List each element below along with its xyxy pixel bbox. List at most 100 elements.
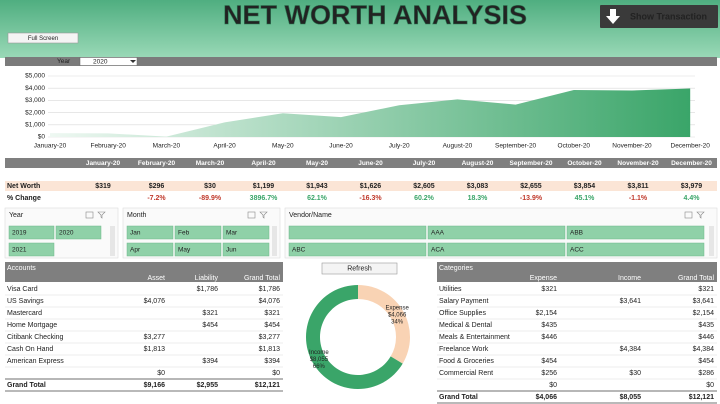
- x-tick-label: April-20: [213, 143, 236, 150]
- x-tick-label: January-20: [34, 143, 67, 150]
- slicer-scrollbar: [272, 226, 277, 256]
- slicer-item[interactable]: [222, 225, 270, 240]
- slicer-item[interactable]: [288, 225, 427, 240]
- categories-cell: $12,121: [689, 394, 714, 401]
- slicer-item-label: ABB: [570, 230, 583, 237]
- categories-column-header: Grand Total: [678, 275, 715, 282]
- accounts-cell: $321: [202, 310, 218, 317]
- month-header: February-20: [138, 160, 176, 167]
- refresh-button[interactable]: [321, 262, 398, 275]
- change-value: -89.9%: [199, 195, 222, 202]
- accounts-cell: $1,813: [259, 346, 281, 353]
- accounts-row-label: Visa Card: [7, 286, 38, 293]
- categories-row-label: Meals & Entertainment: [439, 334, 510, 341]
- categories-cell: $3,641: [620, 298, 642, 305]
- categories-cell: $30: [629, 370, 641, 377]
- accounts-row-label: Grand Total: [7, 382, 46, 389]
- x-tick-label: August-20: [443, 143, 473, 150]
- net-worth-label: Net Worth: [7, 183, 40, 190]
- slicer-item[interactable]: [222, 242, 270, 257]
- down-arrow-icon: [606, 9, 620, 24]
- net-worth-value: $3,811: [627, 183, 648, 190]
- donut-value: $8,055: [310, 357, 329, 363]
- categories-cell: $0: [549, 382, 557, 389]
- categories-cell: $321: [541, 286, 557, 293]
- categories-cell: $286: [698, 370, 714, 377]
- accounts-column-header: Grand Total: [244, 275, 281, 282]
- slicer-item[interactable]: [126, 225, 174, 240]
- slicer-item-label: May: [178, 247, 191, 254]
- full-screen-button[interactable]: [7, 32, 79, 44]
- slicer-item[interactable]: [566, 242, 705, 257]
- slicer-item[interactable]: [8, 225, 55, 240]
- slicer-item[interactable]: [566, 225, 705, 240]
- categories-cell: $446: [698, 334, 714, 341]
- slicer-item[interactable]: [55, 225, 102, 240]
- change-value: 45.1%: [575, 195, 596, 202]
- accounts-row-label: Mastercard: [7, 310, 42, 317]
- year-dropdown[interactable]: [79, 57, 138, 66]
- slicer-item[interactable]: [126, 242, 174, 257]
- accounts-cell: $1,786: [259, 286, 281, 293]
- change-value: 62.1%: [307, 195, 328, 202]
- slicer-item-label: Feb: [178, 230, 190, 237]
- x-tick-label: July-20: [389, 143, 410, 150]
- slicer-item[interactable]: [427, 225, 566, 240]
- show-transaction-button[interactable]: [600, 5, 718, 28]
- categories-cell: $3,641: [693, 298, 715, 305]
- slicer-item[interactable]: [288, 242, 427, 257]
- categories-header: [437, 262, 717, 282]
- categories-cell: $256: [541, 370, 557, 377]
- slicer-item[interactable]: [8, 242, 55, 257]
- page-title: NET WORTH ANALYSIS: [223, 0, 527, 30]
- accounts-row-label: American Express: [7, 358, 64, 365]
- x-tick-label: December-20: [671, 143, 711, 150]
- slicer-item[interactable]: [427, 242, 566, 257]
- categories-cell: $435: [541, 322, 557, 329]
- accounts-row-label: Home Mortgage: [7, 322, 57, 329]
- accounts-cell: $394: [202, 358, 218, 365]
- slicer-item-label: ACC: [570, 247, 584, 254]
- filter-strip: [5, 57, 717, 66]
- accounts-column-header: Asset: [147, 275, 165, 282]
- change-value: 60.2%: [414, 195, 435, 202]
- slicer-item[interactable]: [174, 242, 222, 257]
- x-tick-label: November-20: [612, 143, 652, 150]
- change-value: -1.1%: [629, 195, 648, 202]
- categories-cell: $8,055: [620, 394, 642, 401]
- y-tick-label: $4,000: [25, 85, 45, 92]
- categories-row-label: Office Supplies: [439, 310, 486, 317]
- slicer-item-label: Mar: [226, 230, 238, 237]
- slicer-title: Vendor/Name: [289, 212, 332, 219]
- accounts-column-header: Liability: [195, 275, 219, 282]
- filter-icon: [247, 211, 256, 219]
- change-value: 4.4%: [684, 195, 701, 202]
- slicer-item[interactable]: [174, 225, 222, 240]
- x-tick-label: September-20: [495, 143, 537, 150]
- dropdown-arrow: [130, 60, 136, 63]
- net-worth-value: $3,854: [574, 183, 596, 190]
- month-header: September-20: [510, 160, 553, 167]
- change-value: 3896.7%: [250, 195, 278, 202]
- accounts-cell: $1,813: [144, 346, 166, 353]
- y-tick-label: $3,000: [25, 97, 45, 104]
- categories-cell: $435: [698, 322, 714, 329]
- x-tick-label: October-20: [558, 143, 591, 150]
- net-worth-value: $296: [149, 183, 165, 190]
- categories-title: Categories: [439, 265, 473, 272]
- net-worth-value: $2,605: [413, 183, 435, 190]
- accounts-cell: $3,277: [259, 334, 281, 341]
- net-worth-value: $2,655: [520, 183, 542, 190]
- net-worth-row: [5, 181, 717, 191]
- categories-row-label: Salary Payment: [439, 298, 488, 305]
- month-header: March-20: [196, 160, 225, 167]
- donut-segment: [306, 285, 403, 389]
- month-header: August-20: [462, 160, 494, 167]
- net-worth-value: $1,943: [306, 183, 328, 190]
- categories-row-label: Grand Total: [439, 394, 478, 401]
- categories-cell: $4,384: [693, 346, 715, 353]
- accounts-cell: $3,277: [144, 334, 166, 341]
- slicer-item-label: Apr: [130, 247, 141, 254]
- accounts-header: [5, 262, 283, 282]
